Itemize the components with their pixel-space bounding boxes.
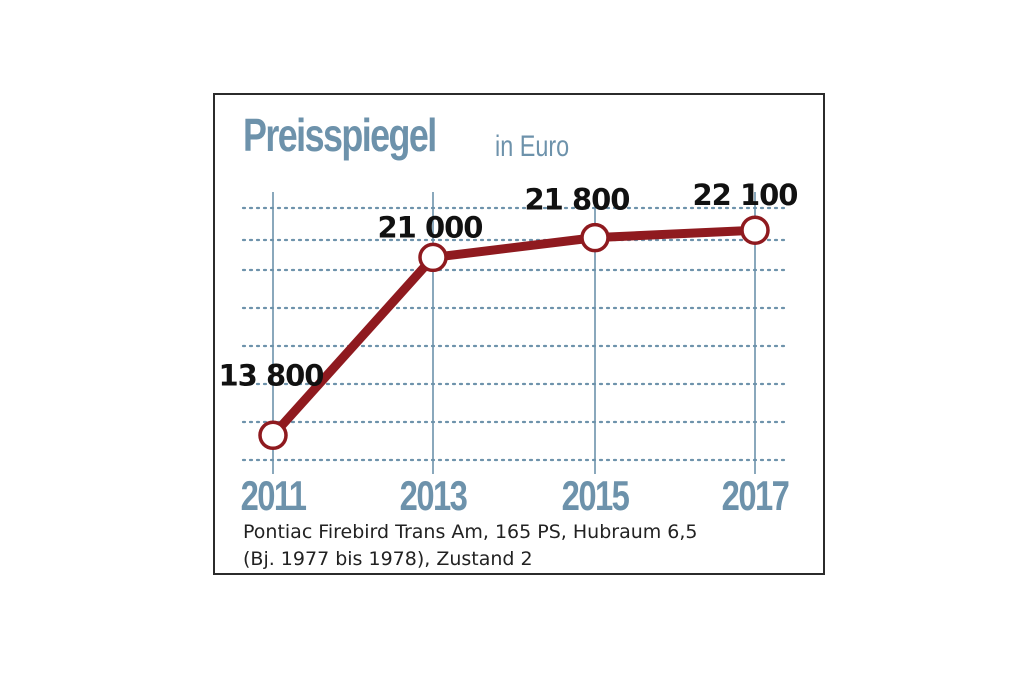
x-tick-2011: 2011 (241, 472, 307, 519)
data-label-2011: 13 800 (219, 358, 324, 392)
chart-title-group: Preisspiegel in Euro (243, 108, 569, 163)
chart-frame (213, 93, 825, 575)
x-tick-2013: 2013 (400, 472, 467, 519)
caption-line-1: Pontiac Firebird Trans Am, 165 PS, Hubra… (243, 521, 698, 543)
data-label-2017: 22 100 (693, 178, 798, 212)
chart-subtitle: in Euro (495, 130, 570, 163)
x-tick-2015: 2015 (562, 472, 629, 519)
x-tick-labels: 2011 2013 2015 2017 (241, 472, 791, 519)
data-point-2017 (740, 215, 770, 245)
x-tick-2017: 2017 (722, 472, 789, 519)
data-point-2011 (258, 420, 288, 451)
caption-line-2: (Bj. 1977 bis 1978), Zustand 2 (243, 548, 533, 570)
data-markers (258, 215, 770, 451)
price-series (268, 225, 760, 440)
series-line (268, 225, 760, 440)
chart-caption: Pontiac Firebird Trans Am, 165 PS, Hubra… (243, 519, 813, 573)
data-point-2015 (580, 222, 610, 253)
data-label-2013: 21 000 (378, 210, 483, 244)
chart-title: Preisspiegel (243, 109, 437, 161)
horizontal-gridlines (241, 206, 787, 462)
data-point-2013 (418, 242, 448, 273)
data-label-2015: 21 800 (525, 183, 630, 217)
data-labels: 13 800 21 000 21 800 22 100 (219, 178, 799, 392)
